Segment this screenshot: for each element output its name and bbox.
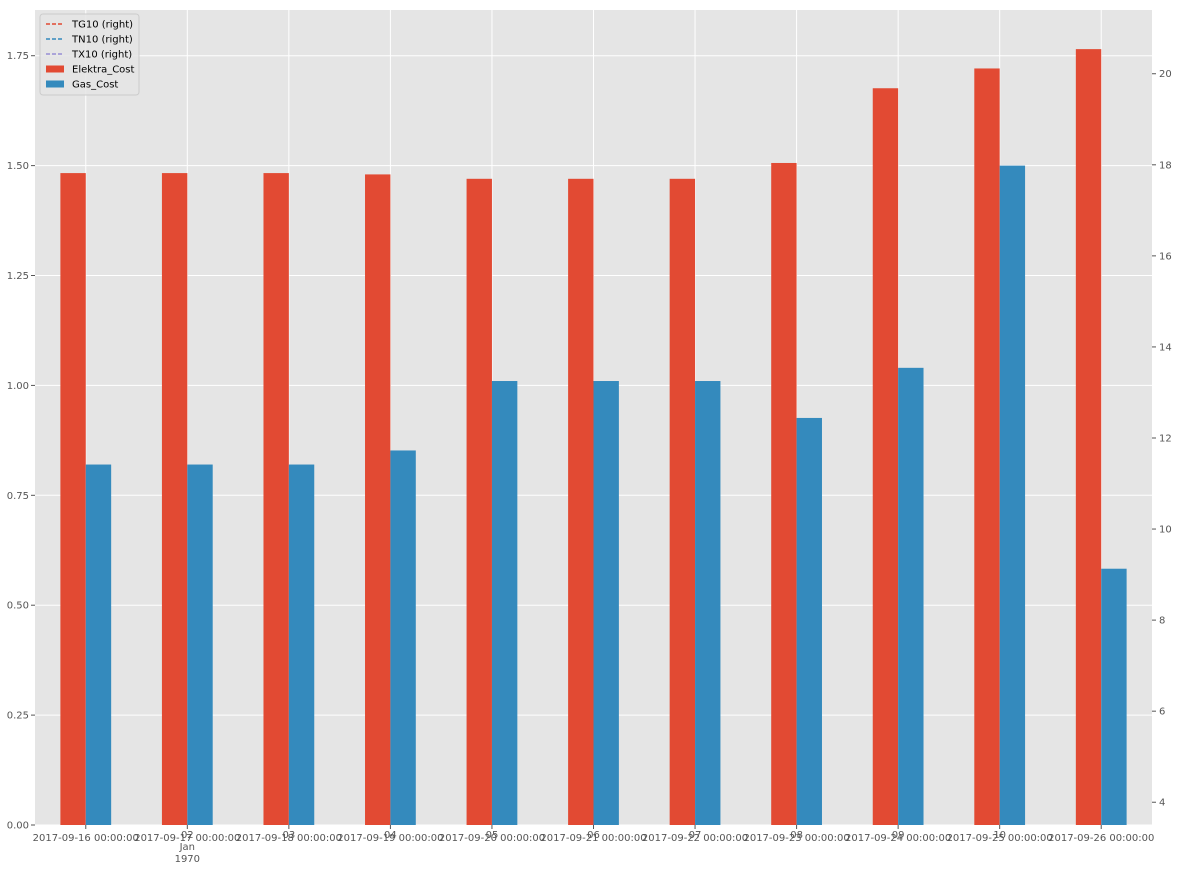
- bar-gas-cost: [999, 165, 1026, 826]
- bars: [60, 49, 1127, 826]
- y-tick-label: 1.75: [7, 51, 29, 62]
- bar-elektra-cost: [466, 178, 492, 825]
- bar-elektra-cost: [771, 162, 797, 825]
- bar-elektra-cost: [872, 88, 899, 826]
- bar-elektra-cost: [669, 178, 696, 825]
- legend-label: Elektra_Cost: [72, 65, 135, 76]
- legend-label: TX10 (right): [71, 50, 132, 61]
- y-tick-label: 0.75: [7, 491, 29, 502]
- y2-tick-label: 10: [1159, 525, 1172, 536]
- x-tick-label: 2017-09-23 00:00:00: [743, 833, 849, 844]
- bar-elektra-cost: [60, 173, 86, 826]
- y-tick-label: 0.25: [7, 711, 29, 722]
- x-tick-label: 2017-09-25 00:00:00: [947, 833, 1053, 844]
- y-tick-label: 1.00: [7, 381, 29, 392]
- bar-gas-cost: [1101, 568, 1127, 825]
- bar-elektra-cost: [568, 178, 594, 825]
- legend: TG10 (right) TN10 (right) TX10 (right) Elek…: [39, 13, 140, 96]
- bar-gas-cost: [695, 381, 721, 825]
- x-tick-label: 2017-09-19 00:00:00: [337, 833, 443, 844]
- x-tick-label: 2017-09-20 00:00:00: [439, 833, 545, 844]
- bar-elektra-cost: [161, 173, 188, 826]
- x-tick-label: 2017-09-17 00:00:00: [134, 833, 240, 844]
- y2-tick-label: 6: [1159, 707, 1165, 718]
- y2-tick-label: 4: [1159, 798, 1165, 809]
- y-tick-label: 1.25: [7, 271, 29, 282]
- y2-tick-label: 12: [1159, 433, 1172, 444]
- bar-gas-cost: [593, 381, 619, 825]
- x-minor-tick-label: 10: [993, 830, 1006, 841]
- left-axis: 0.00 0.25 0.50 0.75 1.00 1.25 1.50 1.75: [7, 51, 35, 832]
- bar-gas-cost: [390, 450, 416, 825]
- bar-gas-cost: [796, 417, 822, 825]
- y2-tick-label: 8: [1159, 616, 1165, 627]
- y-tick-label: 0.50: [7, 601, 29, 612]
- legend-box: [39, 13, 140, 96]
- y-tick-label: 1.50: [7, 161, 29, 172]
- bar-elektra-cost: [365, 174, 391, 826]
- x-tick-label: 2017-09-21 00:00:00: [540, 833, 646, 844]
- x-tick-label: 2017-09-18 00:00:00: [236, 833, 342, 844]
- x-minor-tick-label: 1970: [175, 854, 200, 865]
- right-axis: 4 6 8 10 12 14 16 18 20: [1152, 69, 1172, 809]
- x-tick-label: 2017-09-26 00:00:00: [1048, 833, 1154, 844]
- bar-gas-cost: [288, 464, 315, 825]
- legend-label: TG10 (right): [71, 20, 133, 31]
- x-minor-tick-label: 07: [689, 830, 702, 841]
- x-minor-tick-label: 09: [892, 830, 905, 841]
- x-minor-tick-label: Jan: [179, 842, 195, 853]
- bar-gas-cost: [491, 381, 518, 825]
- x-minor-tick-label: 04: [384, 830, 397, 841]
- bar-elektra-cost: [1075, 49, 1102, 825]
- x-minor-tick-label: 05: [486, 830, 499, 841]
- bar-gas-cost: [187, 464, 213, 825]
- bar-elektra-cost: [263, 173, 289, 826]
- x-minor-tick-label: 03: [282, 830, 295, 841]
- x-tick-label: 2017-09-16 00:00:00: [33, 833, 139, 844]
- legend-bar-swatch: [46, 80, 64, 88]
- bar-gas-cost: [898, 367, 924, 825]
- x-minor-tick-label: 08: [790, 830, 803, 841]
- y2-tick-label: 20: [1159, 69, 1172, 80]
- y2-tick-label: 16: [1159, 251, 1172, 262]
- bar-elektra-cost: [974, 68, 1000, 826]
- y2-tick-label: 14: [1159, 342, 1172, 353]
- bar-gas-cost: [85, 464, 112, 825]
- x-tick-label: 2017-09-22 00:00:00: [642, 833, 748, 844]
- legend-label: Gas_Cost: [72, 80, 118, 91]
- legend-label: TN10 (right): [71, 35, 133, 46]
- y2-tick-label: 18: [1159, 160, 1172, 171]
- x-minor-tick-label: 02: [181, 830, 194, 841]
- x-minor-tick-label: 06: [587, 830, 600, 841]
- y-tick-label: 0.00: [7, 821, 29, 832]
- legend-bar-swatch: [46, 65, 64, 73]
- x-tick-label: 2017-09-24 00:00:00: [845, 833, 951, 844]
